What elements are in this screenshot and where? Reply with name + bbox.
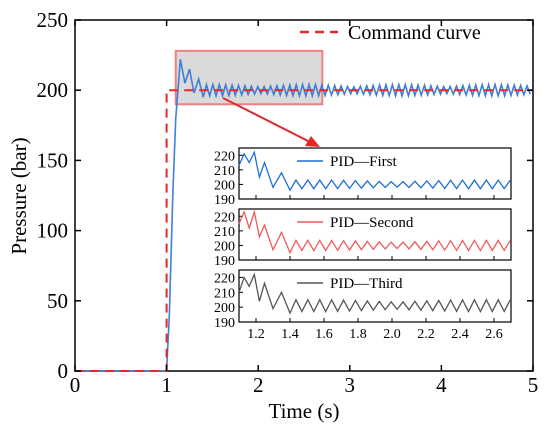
inset-x-tick-label: 2.4 — [451, 327, 469, 342]
main-plot-frame — [74, 19, 534, 372]
inset-y-tick-label: 220 — [214, 149, 235, 164]
y-tick-label: 50 — [47, 289, 68, 313]
x-tick-label: 1 — [161, 373, 172, 397]
main-y-ticks: 0 50 100 150 200 250 — [37, 8, 533, 383]
inset-y-tick-label: 200 — [214, 239, 235, 254]
inset-legend-label: PID—Third — [330, 276, 403, 292]
inset-y-tick-label: 190 — [214, 254, 235, 269]
inset-panel-frame — [238, 208, 512, 261]
zoom-region-box — [174, 49, 324, 106]
main-x-ticks: 0 1 2 3 4 5 — [70, 20, 539, 397]
legend-label-command-curve: Command curve — [348, 22, 481, 44]
x-axis-title: Time (s) — [269, 399, 340, 423]
y-tick-label: 100 — [37, 219, 69, 243]
y-axis-title: Pressure (bar) — [7, 137, 31, 254]
inset-y-tick-label: 210 — [214, 225, 235, 240]
main-series-layer — [75, 59, 533, 372]
inset-x-tick-label: 2.2 — [417, 327, 435, 342]
inset-x-tick-label: 2.6 — [485, 327, 503, 342]
y-tick-label: 250 — [37, 8, 69, 32]
inset-x-tick-label: 2.0 — [383, 327, 401, 342]
x-tick-label: 2 — [253, 373, 264, 397]
inset-y-tick-label: 220 — [214, 210, 235, 225]
series-command-curve — [75, 89, 533, 372]
inset-y-tick-label: 200 — [214, 178, 235, 193]
inset-y-tick-label: 210 — [214, 164, 235, 179]
inset-series-line — [238, 150, 511, 192]
legend: Command curve — [300, 22, 481, 44]
inset-panel-frame — [238, 147, 512, 200]
inset-y-tick-label: 190 — [214, 193, 235, 208]
inset-x-tick-label: 1.2 — [247, 327, 265, 342]
inset-x-tick-label: 1.6 — [315, 327, 333, 342]
series-pressure-response — [75, 59, 531, 372]
x-tick-label: 4 — [436, 373, 447, 397]
x-tick-label: 0 — [70, 373, 81, 397]
inset-series-line — [238, 209, 511, 255]
inset-x-tick-label: 1.4 — [281, 327, 299, 342]
y-tick-label: 150 — [37, 148, 69, 172]
y-tick-label: 0 — [58, 359, 69, 383]
inset-x-tick-label: 1.8 — [349, 327, 367, 342]
inset-panel-frame — [238, 269, 512, 323]
x-tick-label: 5 — [528, 373, 539, 397]
inset-legend-label: PID—First — [330, 154, 398, 170]
inset-y-tick-label: 190 — [214, 316, 235, 331]
inset-legend-label: PID—Second — [330, 215, 414, 231]
inset-y-tick-label: 220 — [214, 271, 235, 286]
inset-series-line — [238, 272, 511, 315]
inset-y-tick-label: 210 — [214, 286, 235, 301]
x-tick-label: 3 — [345, 373, 356, 397]
y-tick-label: 200 — [37, 78, 69, 102]
inset-y-tick-label: 200 — [214, 301, 235, 316]
zoom-arrow — [222, 97, 320, 147]
